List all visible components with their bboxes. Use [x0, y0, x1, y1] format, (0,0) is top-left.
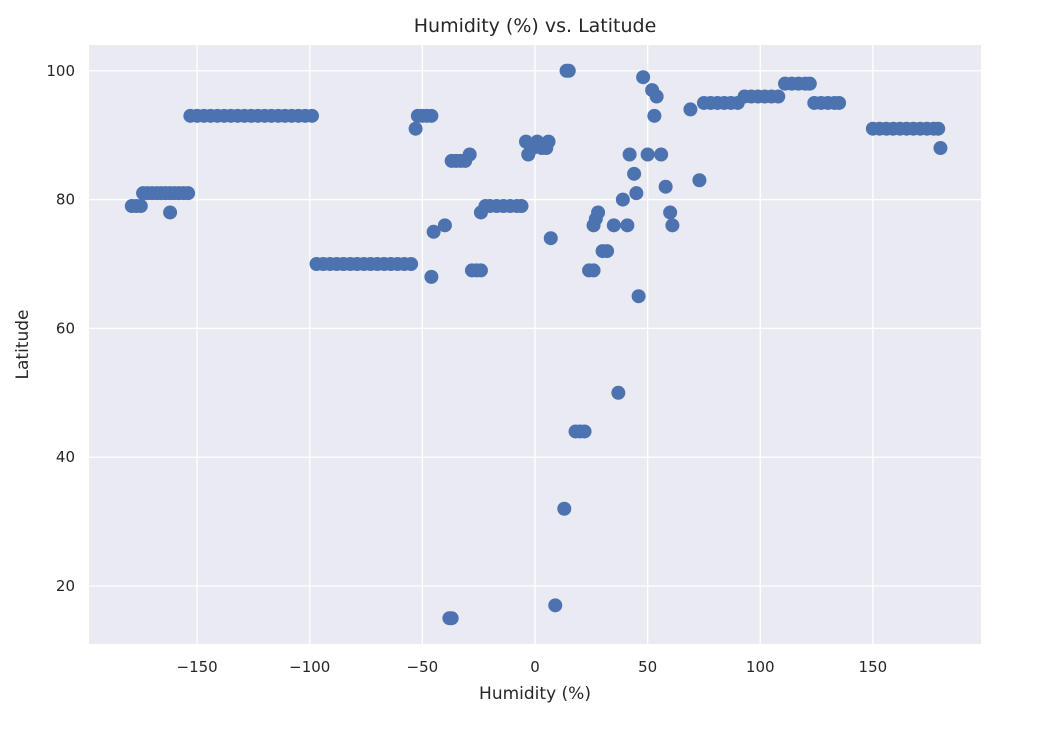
data-point	[636, 70, 651, 85]
data-point	[426, 224, 441, 239]
data-point	[665, 218, 680, 233]
data-point	[424, 269, 439, 284]
data-point	[408, 121, 423, 136]
data-point	[658, 179, 673, 194]
data-point	[615, 192, 630, 207]
data-point	[424, 108, 439, 123]
data-point	[620, 218, 635, 233]
data-point	[462, 147, 477, 162]
data-point	[133, 199, 148, 214]
data-point	[832, 95, 847, 110]
y-tick-label: 20	[56, 577, 75, 595]
data-point	[683, 102, 698, 117]
data-point	[611, 385, 626, 400]
data-point	[444, 611, 459, 626]
data-point	[473, 263, 488, 278]
data-point	[437, 218, 452, 233]
x-tick-label: 100	[746, 658, 775, 676]
y-axis-label: Latitude	[13, 310, 33, 380]
y-tick-labels: 20 40 60 80 100	[46, 62, 75, 595]
data-point	[606, 218, 621, 233]
data-point	[654, 147, 669, 162]
y-tick-label: 80	[56, 191, 75, 209]
data-point	[541, 134, 556, 149]
data-point	[577, 424, 592, 439]
data-point	[647, 108, 662, 123]
data-point	[627, 166, 642, 181]
data-point	[557, 501, 572, 516]
x-tick-label: −50	[407, 658, 439, 676]
data-point	[514, 199, 529, 214]
data-point	[548, 598, 563, 613]
data-point	[305, 108, 319, 123]
data-point	[640, 147, 655, 162]
data-point	[622, 147, 637, 162]
x-axis-label: Humidity (%)	[479, 684, 591, 704]
y-tick-label: 100	[46, 62, 75, 80]
data-point	[931, 121, 946, 136]
x-tick-label: 50	[638, 658, 657, 676]
data-point	[543, 231, 558, 246]
grid-lines	[89, 45, 981, 644]
data-point	[692, 173, 707, 188]
chart-title: Humidity (%) vs. Latitude	[414, 15, 657, 37]
data-point	[771, 89, 786, 104]
data-point	[631, 289, 646, 304]
data-point	[802, 76, 817, 91]
x-tick-label: −150	[177, 658, 218, 676]
data-point	[181, 186, 196, 201]
x-tick-label: −100	[289, 658, 330, 676]
data-point	[663, 205, 678, 220]
y-tick-label: 40	[56, 448, 75, 466]
x-tick-labels: −150 −100 −50 0 50 100 150	[177, 658, 888, 676]
data-point	[561, 63, 576, 78]
data-point	[404, 256, 419, 271]
data-points	[124, 63, 948, 626]
data-point	[600, 244, 615, 259]
data-point	[591, 205, 606, 220]
data-point	[163, 205, 178, 220]
data-point	[586, 263, 601, 278]
data-point	[649, 89, 664, 104]
data-point	[629, 186, 644, 201]
data-point	[933, 141, 948, 156]
x-tick-label: 150	[859, 658, 888, 676]
y-tick-label: 60	[56, 319, 75, 337]
x-tick-label: 0	[530, 658, 540, 676]
